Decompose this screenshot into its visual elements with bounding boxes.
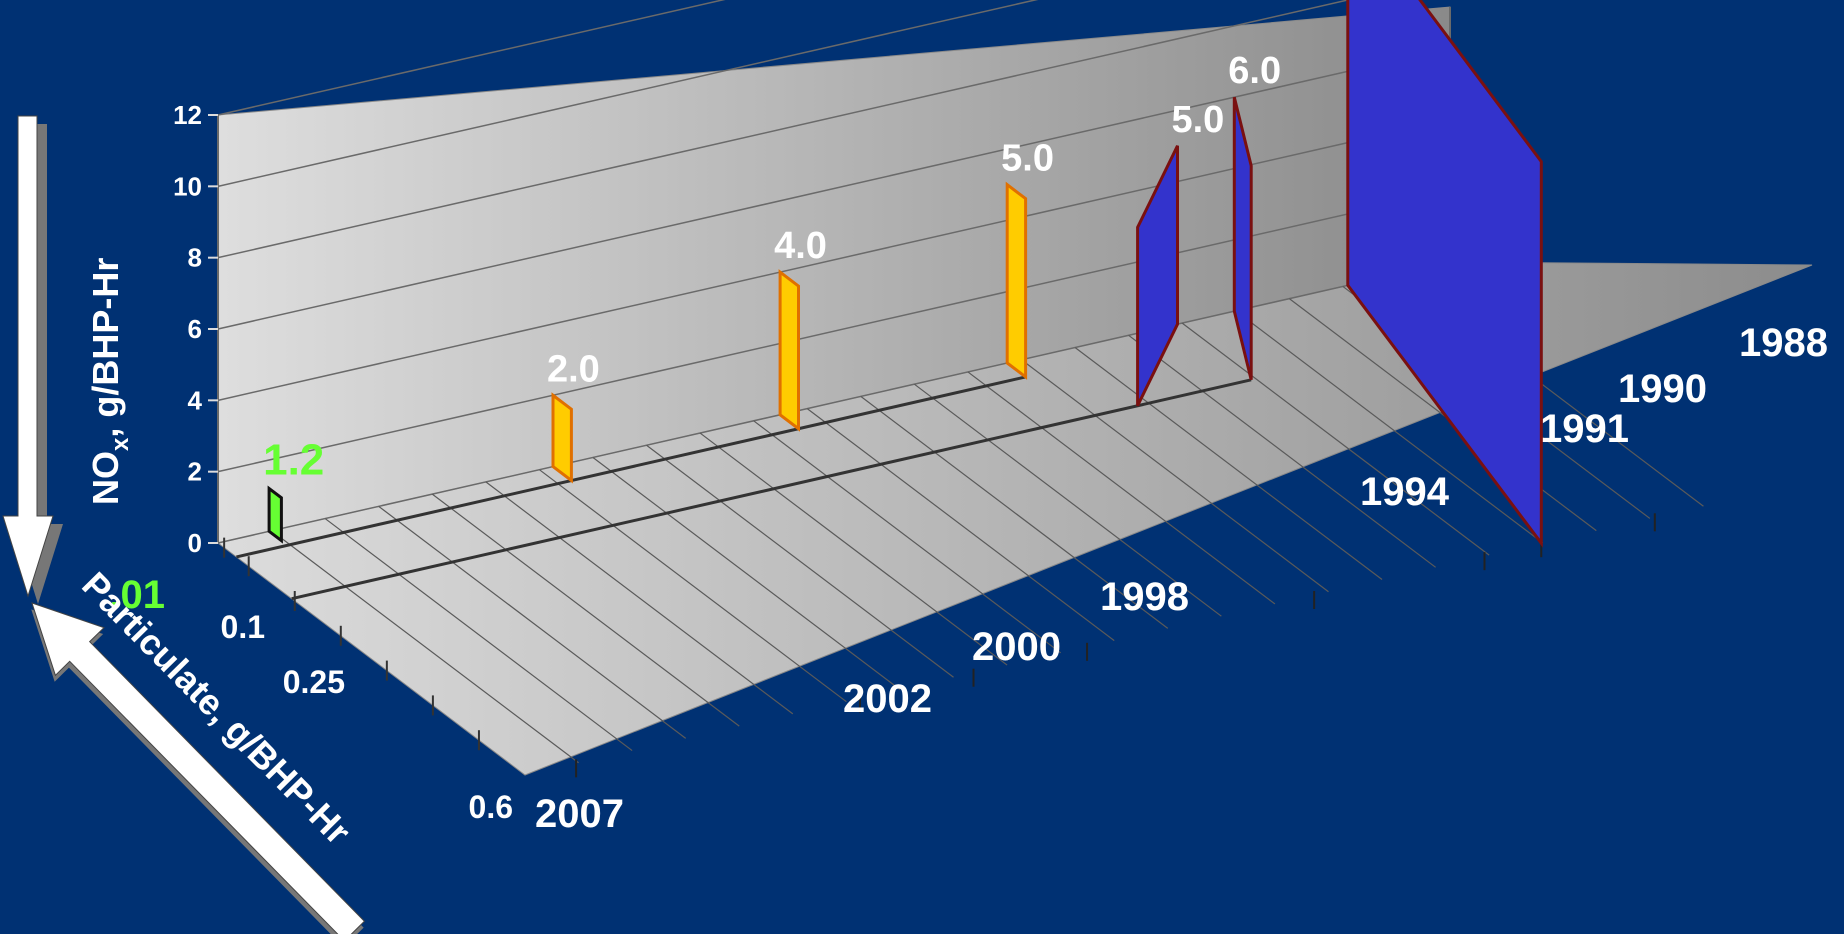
y-axis-title-suffix: , g/BHP-Hr [85, 258, 126, 438]
depth-row-lines [236, 375, 1252, 601]
wall-gridline [217, 47, 1451, 330]
wall-gridline [217, 0, 1352, 259]
data-panels [267, 0, 1543, 548]
floor-gridline [1235, 310, 1544, 544]
floor-gridline [539, 469, 847, 703]
panel-1991 [1136, 145, 1179, 407]
x-tick-label: 2007 [535, 792, 624, 836]
data-label-1990: 6.0 [1228, 50, 1281, 92]
depth-row-line-0.1 [236, 375, 1026, 559]
y-tick-label: 8 [188, 243, 202, 273]
y-tick-label: 4 [188, 385, 203, 415]
floor-gridline [913, 383, 1222, 617]
x-tick-label: 1988 [1739, 321, 1828, 365]
panel-2002 [551, 392, 573, 484]
y-axis-arrow [2, 115, 63, 604]
floor-gridline [699, 432, 1008, 666]
x-tick-label: 2002 [843, 677, 932, 721]
depth-axis-ticks: .01 0.1 0.25 0.6 [109, 537, 513, 825]
y-tick-label: 10 [173, 171, 202, 201]
data-label-1998: 4.0 [774, 225, 827, 267]
x-tick-label: 1990 [1618, 367, 1707, 411]
floor-gridline [1074, 347, 1383, 581]
floor-gridline [1021, 359, 1329, 593]
y-tick-label: 6 [188, 314, 202, 344]
panel-1988 [1346, 0, 1543, 548]
data-label-2002: 2.0 [547, 348, 600, 390]
floor-gridline [646, 444, 954, 678]
floor-gridline [324, 518, 633, 752]
x-tick-label: 1991 [1540, 407, 1629, 451]
wall-gridline [217, 0, 726, 116]
floor-gridline [1128, 334, 1436, 568]
y-axis-title: NOx, g/BHP-Hr [85, 258, 134, 505]
y-tick-label: 2 [188, 457, 202, 487]
panel-1990 [1232, 96, 1253, 381]
floor-gridline [1181, 322, 1490, 556]
x-tick-label: 1998 [1100, 575, 1189, 619]
floor-gridline [485, 481, 794, 715]
floor-gridlines [271, 273, 1704, 764]
floor-gridline [806, 408, 1115, 642]
data-label-2007: 1.2 [263, 436, 324, 485]
floor-gridline [860, 395, 1169, 629]
data-labels: 10.76.05.05.04.02.01.2 [263, 50, 1281, 485]
depth-tick-label: .01 [109, 573, 165, 617]
y-tick-label: 0 [188, 528, 202, 558]
floor-gridline [431, 493, 740, 727]
depth-tick-label: 0.1 [221, 609, 265, 645]
panel-1994 [1005, 181, 1028, 380]
floor-gridline [378, 505, 687, 739]
panel-1998 [778, 269, 800, 432]
depth-row-line-0.25 [291, 378, 1252, 601]
data-label-1994: 5.0 [1001, 138, 1054, 180]
floor-gridline [592, 456, 901, 690]
panel-2007 [267, 485, 283, 544]
x-tick-label: 2000 [972, 625, 1061, 669]
y-axis-title-prefix: NO [85, 451, 126, 505]
y-axis-ticks: 0 2 4 6 8 10 12 [173, 100, 218, 558]
data-label-1991: 5.0 [1171, 99, 1224, 141]
wall-gridline [217, 0, 1039, 188]
depth-axis-arrow [31, 602, 366, 934]
depth-tick-label: 0.25 [283, 664, 345, 700]
x-tick-label: 1994 [1360, 470, 1450, 514]
floor-gridline [967, 371, 1276, 605]
floor-gridline [753, 420, 1062, 654]
floor-gridline [1288, 298, 1597, 532]
depth-tick-label: 0.6 [469, 789, 513, 825]
y-tick-label: 12 [173, 100, 202, 130]
floor-gridline [271, 530, 579, 764]
y-axis-title-sub: x [107, 437, 134, 451]
